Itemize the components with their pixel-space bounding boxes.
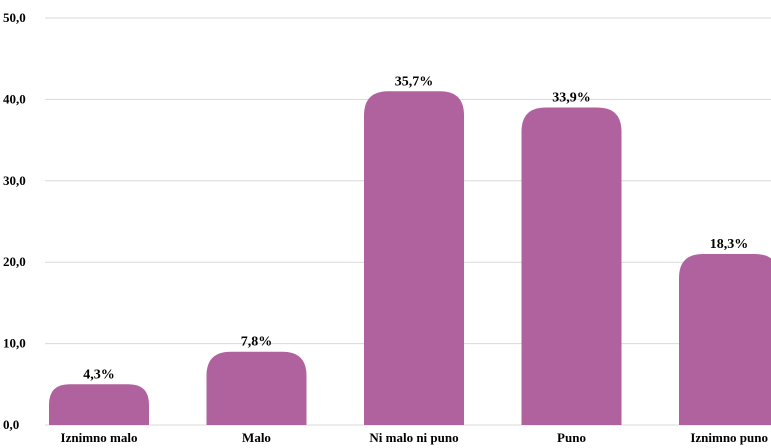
x-category-label: Malo <box>242 430 271 445</box>
y-tick-label: 50,0 <box>3 10 26 25</box>
x-category-label: Iznimno puno <box>690 430 768 445</box>
x-category-label: Iznimno malo <box>61 430 138 445</box>
data-label: 33,9% <box>552 91 591 106</box>
data-label: 18,3% <box>710 237 749 252</box>
y-tick-label: 10,0 <box>3 336 26 351</box>
data-label: 7,8% <box>241 335 273 350</box>
x-category-label: Ni malo ni puno <box>369 430 458 445</box>
bar <box>364 91 464 425</box>
y-tick-label: 0,0 <box>3 417 19 432</box>
bar <box>679 254 771 425</box>
y-axis-ticks: 0,0 10,0 20,0 30,0 40,0 50,0 <box>3 10 26 432</box>
x-axis-categories: Iznimno malo Malo Ni malo ni puno Puno Iznim… <box>61 430 768 445</box>
bar <box>206 351 307 425</box>
y-tick-label: 40,0 <box>3 91 26 106</box>
data-label: 4,3% <box>83 367 115 382</box>
bar <box>521 107 622 425</box>
x-category-label: Puno <box>557 430 586 445</box>
y-tick-label: 30,0 <box>3 173 26 188</box>
data-labels: 4,3% 7,8% 35,7% 33,9% 18,3% <box>83 74 748 382</box>
bars <box>49 91 771 425</box>
bar <box>49 384 149 425</box>
y-tick-label: 20,0 <box>3 254 26 269</box>
data-label: 35,7% <box>395 74 434 89</box>
